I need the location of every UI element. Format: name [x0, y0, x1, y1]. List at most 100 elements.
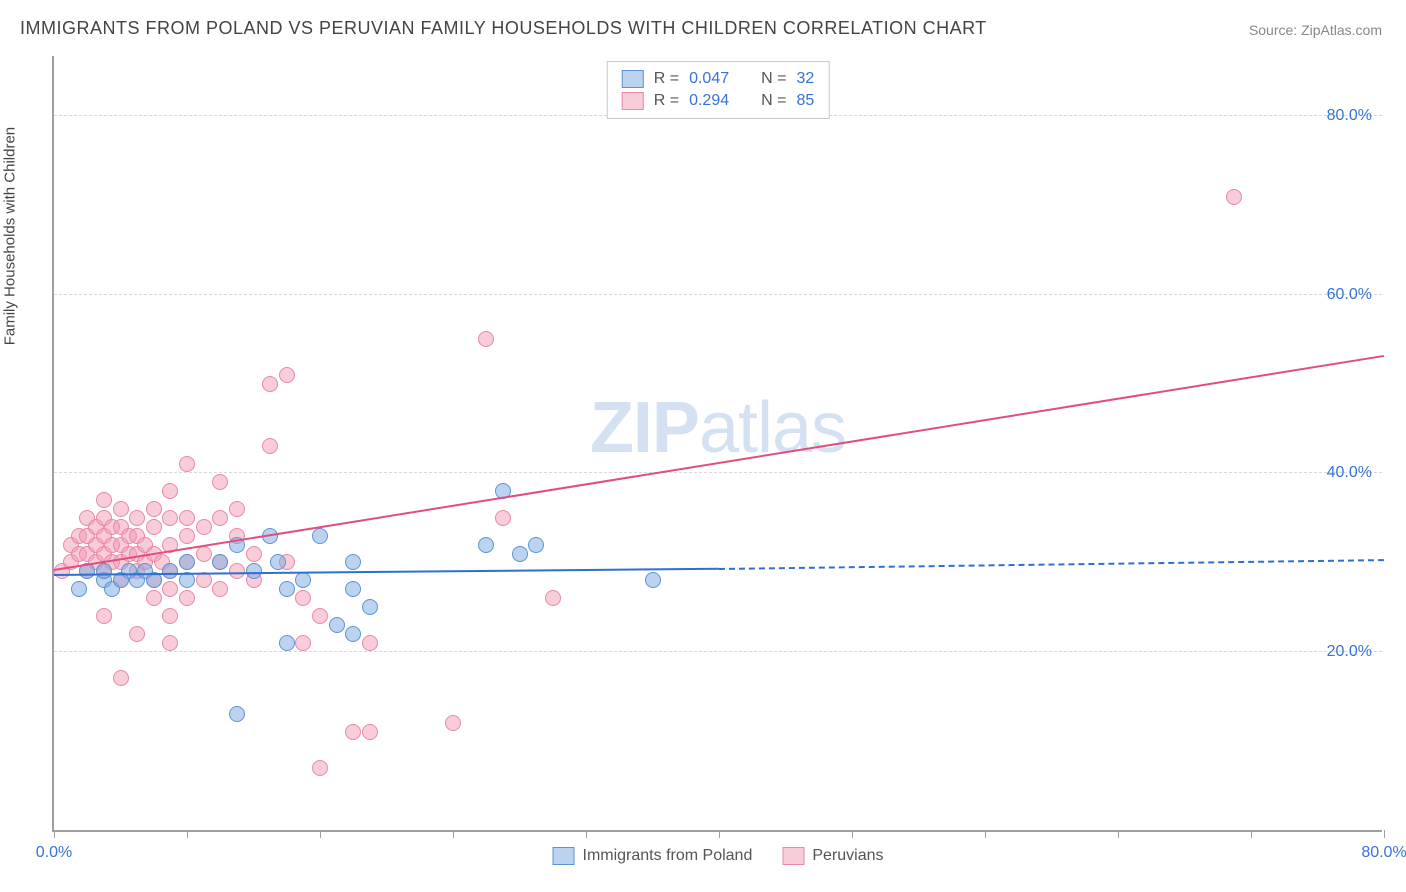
legend-swatch — [622, 92, 644, 110]
x-tick-mark — [1384, 830, 1385, 838]
x-tick-mark — [985, 830, 986, 838]
legend-swatch — [782, 847, 804, 865]
scatter-point — [179, 510, 195, 526]
scatter-point — [162, 510, 178, 526]
series-legend-item: Peruvians — [782, 847, 883, 865]
scatter-point — [96, 492, 112, 508]
scatter-point — [262, 376, 278, 392]
series-label: Peruvians — [812, 847, 883, 865]
legend-swatch — [622, 70, 644, 88]
series-legend: Immigrants from Poland Peruvians — [553, 847, 884, 865]
r-label: R = — [654, 70, 679, 88]
x-tick-mark — [1118, 830, 1119, 838]
scatter-point — [295, 590, 311, 606]
scatter-point — [129, 510, 145, 526]
scatter-point — [179, 528, 195, 544]
x-tick-mark — [320, 830, 321, 838]
scatter-point — [295, 572, 311, 588]
r-value: 0.047 — [689, 70, 729, 88]
scatter-point — [146, 590, 162, 606]
scatter-point — [162, 635, 178, 651]
scatter-point — [229, 706, 245, 722]
r-value: 0.294 — [689, 92, 729, 110]
y-tick-label: 20.0% — [1327, 643, 1372, 661]
scatter-point — [246, 546, 262, 562]
scatter-point — [528, 537, 544, 553]
scatter-point — [162, 581, 178, 597]
x-tick-mark — [453, 830, 454, 838]
watermark-bold: ZIP — [590, 388, 699, 468]
scatter-point — [312, 608, 328, 624]
scatter-point — [71, 581, 87, 597]
x-tick-label: 80.0% — [1361, 844, 1406, 862]
x-tick-mark — [586, 830, 587, 838]
chart-title: IMMIGRANTS FROM POLAND VS PERUVIAN FAMIL… — [20, 18, 987, 39]
scatter-point — [162, 608, 178, 624]
chart-plot-area: ZIPatlas 20.0%40.0%60.0%80.0%0.0%80.0%R … — [52, 56, 1382, 832]
scatter-point — [312, 760, 328, 776]
legend-swatch — [553, 847, 575, 865]
scatter-point — [645, 572, 661, 588]
gridline — [54, 294, 1382, 295]
n-label: N = — [761, 70, 786, 88]
scatter-point — [212, 510, 228, 526]
x-tick-mark — [852, 830, 853, 838]
y-tick-label: 60.0% — [1327, 286, 1372, 304]
scatter-point — [362, 599, 378, 615]
x-tick-mark — [719, 830, 720, 838]
scatter-point — [212, 554, 228, 570]
scatter-point — [162, 563, 178, 579]
scatter-point — [279, 581, 295, 597]
scatter-point — [329, 617, 345, 633]
scatter-point — [545, 590, 561, 606]
scatter-point — [345, 554, 361, 570]
scatter-point — [212, 581, 228, 597]
scatter-point — [295, 635, 311, 651]
x-tick-label: 0.0% — [36, 844, 72, 862]
series-legend-item: Immigrants from Poland — [553, 847, 753, 865]
gridline — [54, 472, 1382, 473]
scatter-point — [196, 519, 212, 535]
scatter-point — [96, 563, 112, 579]
scatter-point — [362, 635, 378, 651]
n-value: 32 — [796, 70, 814, 88]
scatter-point — [146, 501, 162, 517]
x-tick-mark — [187, 830, 188, 838]
scatter-point — [162, 483, 178, 499]
scatter-point — [345, 581, 361, 597]
watermark-light: atlas — [699, 388, 846, 468]
scatter-point — [129, 626, 145, 642]
scatter-point — [229, 501, 245, 517]
correlation-legend-row: R = 0.047 N = 32 — [622, 68, 815, 90]
x-tick-mark — [54, 830, 55, 838]
scatter-point — [1226, 189, 1242, 205]
y-tick-label: 40.0% — [1327, 464, 1372, 482]
r-label: R = — [654, 92, 679, 110]
scatter-point — [179, 456, 195, 472]
series-label: Immigrants from Poland — [583, 847, 753, 865]
scatter-point — [362, 724, 378, 740]
x-tick-mark — [1251, 830, 1252, 838]
scatter-point — [179, 554, 195, 570]
scatter-point — [345, 626, 361, 642]
scatter-point — [262, 438, 278, 454]
scatter-point — [512, 546, 528, 562]
trend-line — [54, 355, 1384, 571]
n-value: 85 — [796, 92, 814, 110]
scatter-point — [279, 635, 295, 651]
correlation-legend-row: R =0.294N =85 — [622, 90, 815, 112]
scatter-point — [146, 519, 162, 535]
correlation-legend: R =0.047N =32R =0.294N =85 — [607, 61, 830, 119]
trend-line-dashed — [719, 559, 1384, 570]
scatter-point — [478, 331, 494, 347]
scatter-point — [312, 528, 328, 544]
scatter-point — [196, 572, 212, 588]
scatter-point — [270, 554, 286, 570]
scatter-point — [495, 510, 511, 526]
watermark: ZIPatlas — [590, 387, 846, 469]
y-axis-label: Family Households with Children — [2, 127, 19, 345]
scatter-point — [212, 474, 228, 490]
gridline — [54, 651, 1382, 652]
scatter-point — [279, 367, 295, 383]
scatter-point — [113, 670, 129, 686]
